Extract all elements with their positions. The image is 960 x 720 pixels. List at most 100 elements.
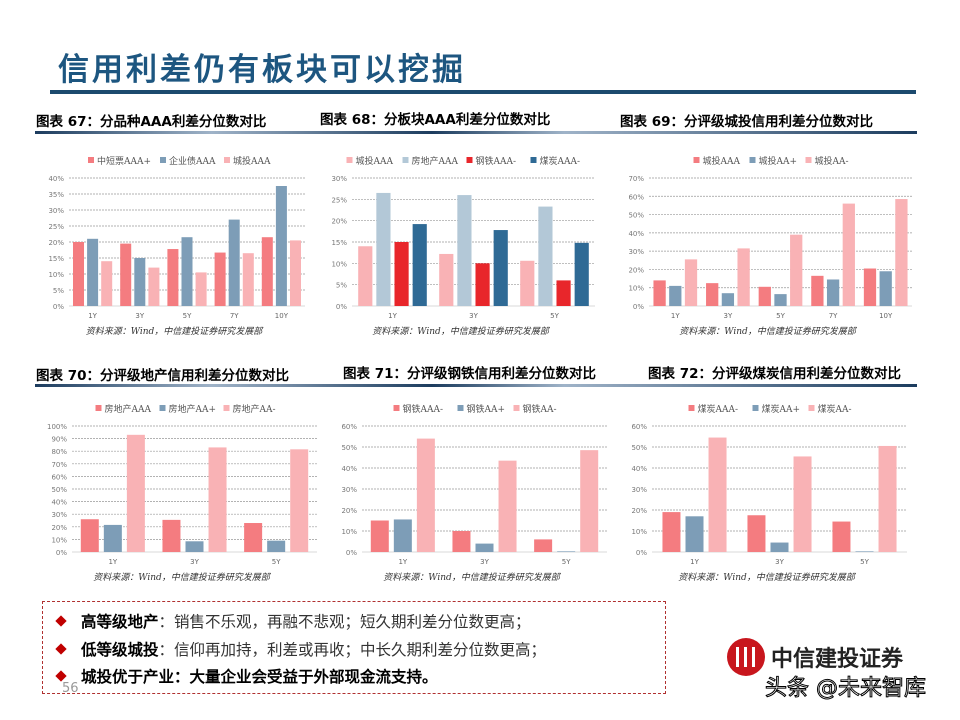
y-tick-label: 30%: [48, 207, 64, 215]
legend: 城投AAA 城投AA+ 城投AA-: [693, 155, 849, 167]
bullet-text: ：信仰再加持，利差或再收；中长久期利差分位数更高；: [158, 641, 547, 659]
bar: [557, 551, 576, 552]
bar: [774, 294, 787, 306]
y-tick-label: 30%: [341, 486, 357, 494]
bar: [134, 258, 146, 306]
legend: 城投AAA 房地产AAA 钢铁AAA- 煤炭AAA-: [346, 155, 581, 167]
chart-67: 中短票AAA+ 企业债AAA 城投AAA 0% 5% 10% 15% 20% 25% 30% 35%…: [35, 148, 313, 348]
logo-text: 中信建投证券: [771, 646, 904, 672]
caption-69: 图表 69：分评级城投信用利差分位数对比: [620, 114, 873, 130]
x-tick-label: 5Y: [550, 312, 559, 320]
bar: [520, 260, 535, 306]
caption-68: 图表 68：分板块AAA利差分位数对比: [320, 112, 551, 128]
bar: [228, 219, 240, 306]
source-note: 资料来源：Wind，中信建投证券研究发展部: [93, 572, 272, 583]
x-tick-label: 5Y: [776, 312, 785, 320]
chart-72: 煤炭AAA- 煤炭AA+ 煤炭AA- 0% 10% 20% 30% 40% 50% 60% 1Y 3Y…: [618, 396, 915, 594]
y-tick-label: 90%: [51, 436, 67, 444]
bar: [493, 230, 508, 306]
legend: 中短票AAA+ 企业债AAA 城投AAA: [88, 155, 271, 167]
y-tick-label: 20%: [51, 524, 67, 532]
bar: [758, 286, 771, 306]
bar: [167, 249, 179, 306]
bar: [747, 515, 766, 552]
source-note: 资料来源：Wind，中信建投证券研究发展部: [679, 326, 858, 337]
legend-swatch: [346, 157, 353, 163]
legend-label: 城投AA-: [815, 155, 849, 167]
bar: [261, 237, 273, 306]
legend-label: 煤炭AAA-: [540, 155, 581, 167]
bar: [826, 279, 840, 306]
bar: [498, 460, 517, 552]
y-tick-label: 20%: [331, 218, 347, 226]
bar: [162, 519, 181, 552]
x-tick-label: 1Y: [398, 558, 407, 566]
legend-swatch: [688, 405, 695, 411]
bar: [685, 516, 704, 552]
logo-emblem-icon: [727, 638, 765, 676]
legend: 钢铁AAA- 钢铁AA+ 钢铁AA-: [393, 403, 557, 415]
bar: [879, 271, 892, 306]
bullet-text: ：销售不乐观，再融不悲观；短久期利差分位数更高；: [158, 613, 531, 631]
bar: [811, 275, 824, 306]
bar: [534, 539, 553, 552]
chart-68: 城投AAA 房地产AAA 钢铁AAA- 煤炭AAA- 0% 5% 10% 15% 20% 25% 3…: [318, 148, 603, 348]
y-tick-label: 0%: [56, 549, 67, 557]
y-tick-label: 20%: [631, 507, 647, 515]
y-tick-label: 10%: [48, 271, 64, 279]
page-number: 56: [62, 681, 79, 696]
bar: [244, 523, 263, 552]
bar: [452, 531, 471, 552]
chart-69: 城投AAA 城投AA+ 城投AA- 0% 10% 20% 30% 40% 50% 60% 70% 1Y…: [615, 148, 920, 348]
bar-chart: 煤炭AAA- 煤炭AA+ 煤炭AA- 0% 10% 20% 30% 40% 50% 60% 1Y 3Y…: [631, 403, 907, 583]
y-tick-label: 0%: [636, 549, 647, 557]
y-tick-label: 10%: [51, 536, 67, 544]
x-tick-label: 1Y: [108, 558, 117, 566]
bar: [120, 243, 132, 306]
x-tick-label: 5Y: [272, 558, 281, 566]
y-tick-label: 30%: [631, 486, 647, 494]
y-tick-label: 25%: [331, 196, 347, 204]
y-tick-label: 60%: [51, 473, 67, 481]
bar: [580, 450, 599, 552]
x-tick-label: 7Y: [230, 312, 239, 320]
bar: [662, 512, 681, 552]
y-tick-label: 40%: [631, 465, 647, 473]
x-tick-label: 1Y: [671, 312, 680, 320]
y-tick-label: 0%: [346, 549, 357, 557]
legend-swatch: [95, 405, 102, 411]
bar: [87, 238, 99, 306]
bar: [895, 199, 908, 306]
legend-swatch: [693, 157, 700, 163]
bar: [538, 206, 553, 306]
source-note: 资料来源：Wind，中信建投证券研究发展部: [372, 326, 551, 337]
legend: 房地产AAA 房地产AA+ 房地产AA-: [95, 403, 276, 415]
bar: [185, 541, 204, 552]
y-tick-label: 80%: [51, 448, 67, 456]
bar: [770, 542, 789, 552]
y-tick-label: 70%: [628, 175, 644, 183]
caption-70: 图表 70：分评级地产信用利差分位数对比: [36, 368, 289, 384]
watermark: 头条 @未来智库: [765, 676, 927, 702]
y-tick-label: 20%: [628, 266, 644, 274]
x-tick-label: 5Y: [860, 558, 869, 566]
legend-label: 煤炭AA+: [762, 403, 801, 415]
bar: [706, 283, 719, 306]
caption-67: 图表 67：分品种AAA利差分位数对比: [36, 114, 267, 130]
bar-chart: 房地产AAA 房地产AA+ 房地产AA- 0% 10% 20% 30% 40% 50% 60% 70…: [47, 403, 317, 583]
bar: [376, 192, 391, 306]
x-tick-label: 1Y: [88, 312, 97, 320]
bullet-item: 城投优于产业：大量企业会受益于外部现金流支持。: [55, 665, 438, 687]
bar: [855, 551, 874, 552]
x-tick-label: 10Y: [879, 312, 893, 320]
x-tick-label: 3Y: [190, 558, 199, 566]
bar: [103, 524, 122, 552]
y-tick-label: 30%: [331, 175, 347, 183]
legend-swatch: [749, 157, 756, 163]
bar: [878, 445, 897, 552]
bar: [208, 447, 227, 552]
y-tick-label: 0%: [633, 303, 644, 311]
y-tick-label: 0%: [336, 303, 347, 311]
bar: [439, 253, 454, 306]
y-tick-label: 60%: [341, 423, 357, 431]
